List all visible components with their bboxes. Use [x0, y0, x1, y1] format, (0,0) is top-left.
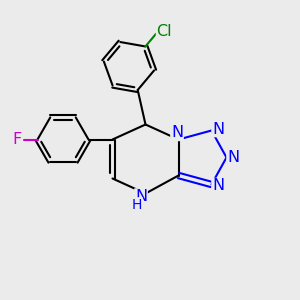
Text: H: H — [132, 198, 142, 212]
Text: Cl: Cl — [157, 24, 172, 39]
Text: N: N — [212, 178, 224, 194]
Text: F: F — [13, 132, 22, 147]
Text: N: N — [171, 125, 183, 140]
Text: N: N — [135, 189, 147, 204]
Text: N: N — [227, 150, 239, 165]
Text: N: N — [212, 122, 224, 136]
